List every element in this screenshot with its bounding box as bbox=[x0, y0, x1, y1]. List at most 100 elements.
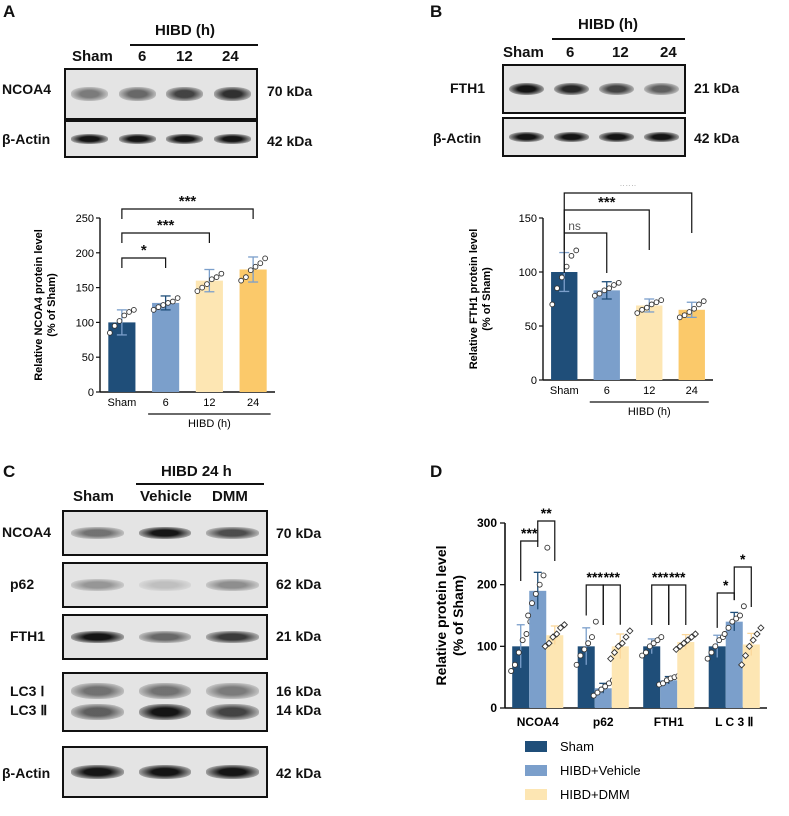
data-point bbox=[529, 600, 535, 607]
y-axis-label: Relative protein level bbox=[433, 545, 449, 685]
blot-c-group-line bbox=[136, 483, 264, 485]
y-tick-label: 200 bbox=[76, 248, 94, 260]
blot-b-lane-24: 24 bbox=[660, 44, 677, 61]
data-point bbox=[150, 307, 157, 313]
significance-bracket bbox=[520, 540, 539, 581]
bar bbox=[708, 646, 726, 708]
blot-a-row-actin-kda: 42 kDa bbox=[267, 133, 313, 149]
x-tick-label: 6 bbox=[163, 397, 169, 409]
legend-swatch bbox=[525, 789, 547, 800]
data-point bbox=[208, 276, 215, 283]
data-point bbox=[596, 290, 603, 297]
significance-bracket bbox=[733, 566, 752, 607]
y-tick-label: 150 bbox=[519, 213, 537, 225]
blot-band bbox=[643, 82, 680, 96]
significance-label: *** bbox=[587, 569, 604, 585]
data-point bbox=[644, 304, 650, 311]
data-point bbox=[174, 295, 181, 301]
data-point bbox=[753, 630, 761, 638]
blot-band bbox=[508, 82, 545, 96]
blot-band bbox=[643, 131, 680, 143]
blot-c-row-fth1-kda: 21 kDa bbox=[276, 628, 322, 644]
chart-b-fth1: 0 50 100 150 Relative FTH1 protein level (% o… bbox=[468, 185, 713, 418]
data-point bbox=[544, 544, 551, 551]
data-point bbox=[558, 274, 565, 281]
blot-band bbox=[118, 134, 156, 144]
data-point bbox=[238, 277, 244, 284]
blot-b-lane-12: 12 bbox=[612, 44, 629, 61]
panel-label-c: C bbox=[3, 462, 16, 481]
data-point bbox=[247, 267, 254, 274]
bar bbox=[152, 302, 180, 392]
data-point bbox=[676, 642, 684, 650]
x-tick-label: Sham bbox=[108, 397, 137, 409]
data-point bbox=[618, 639, 626, 647]
data-point bbox=[121, 312, 128, 319]
bar bbox=[660, 680, 678, 708]
significance-label: *** bbox=[604, 569, 621, 585]
blot-c-row-lc3i-kda: 16 kDa bbox=[276, 683, 322, 699]
data-point bbox=[700, 298, 707, 305]
x-tick-label: L C 3 Ⅱ bbox=[715, 715, 753, 729]
blot-band bbox=[118, 87, 156, 101]
data-point bbox=[590, 692, 597, 699]
y-axis-label: (% of Sham) bbox=[481, 267, 493, 331]
blot-b-row-fth1-kda: 21 kDa bbox=[694, 80, 740, 96]
blot-band bbox=[71, 631, 124, 643]
data-point bbox=[126, 309, 132, 315]
data-point bbox=[704, 655, 711, 662]
bar bbox=[529, 590, 547, 708]
blot-c-lane-vehicle: Vehicle bbox=[140, 488, 192, 505]
data-point bbox=[737, 612, 743, 619]
data-point bbox=[536, 581, 543, 588]
data-point bbox=[532, 590, 539, 597]
blot-c-row-fth1-label: FTH1 bbox=[10, 628, 45, 644]
y-tick-label: 100 bbox=[76, 317, 94, 329]
significance-bracket bbox=[668, 584, 687, 625]
blot-c-row-p62-kda: 62 kDa bbox=[276, 576, 322, 592]
data-point bbox=[512, 661, 518, 668]
chart-a-ncoa4: 0 50 100 150 200 250 Relative NCOA4 protein le… bbox=[33, 195, 275, 430]
significance-bracket bbox=[563, 192, 693, 233]
y-tick-label: 200 bbox=[477, 578, 497, 592]
data-point bbox=[160, 302, 167, 308]
legend-label: HIBD+Vehicle bbox=[560, 763, 641, 778]
blot-band bbox=[138, 579, 192, 591]
blot-band bbox=[206, 765, 259, 779]
blot-band bbox=[71, 765, 124, 779]
data-point bbox=[672, 645, 680, 654]
data-point bbox=[598, 686, 605, 693]
significance-label: *** bbox=[157, 217, 175, 234]
blot-b-lane-sham: Sham bbox=[503, 44, 544, 61]
blot-band bbox=[598, 82, 635, 96]
significance-bracket bbox=[563, 232, 608, 273]
data-point bbox=[622, 633, 630, 641]
significance-label: *** bbox=[619, 185, 637, 194]
blot-band bbox=[138, 527, 192, 539]
data-point bbox=[687, 633, 696, 641]
bar bbox=[678, 309, 705, 380]
data-point bbox=[680, 639, 688, 647]
y-tick-label: 100 bbox=[519, 267, 537, 279]
data-point bbox=[568, 252, 575, 259]
data-point bbox=[716, 637, 723, 644]
data-point bbox=[741, 651, 750, 660]
data-point bbox=[252, 263, 259, 270]
blot-band bbox=[213, 134, 251, 144]
blot-c-row-lc3ii-label: LC3 Ⅱ bbox=[10, 702, 48, 718]
data-point bbox=[646, 643, 653, 650]
significance-label: *** bbox=[669, 569, 686, 585]
data-point bbox=[213, 274, 220, 281]
y-tick-label: 50 bbox=[525, 321, 537, 333]
blot-c-row-ncoa4-kda: 70 kDa bbox=[276, 525, 322, 541]
x-tick-label: p62 bbox=[593, 715, 614, 729]
y-tick-label: 50 bbox=[82, 352, 94, 364]
y-axis-label: (% of Sham) bbox=[450, 575, 466, 656]
x-tick-label: 12 bbox=[643, 385, 655, 397]
data-point bbox=[560, 621, 569, 629]
data-point bbox=[262, 255, 268, 262]
blot-band bbox=[206, 631, 259, 643]
blot-b-row-fth1-label: FTH1 bbox=[450, 80, 485, 96]
data-point bbox=[757, 624, 765, 632]
chart-d-relative-protein: 0 100 200 300 Relative protein level (% of Sh… bbox=[433, 505, 767, 802]
